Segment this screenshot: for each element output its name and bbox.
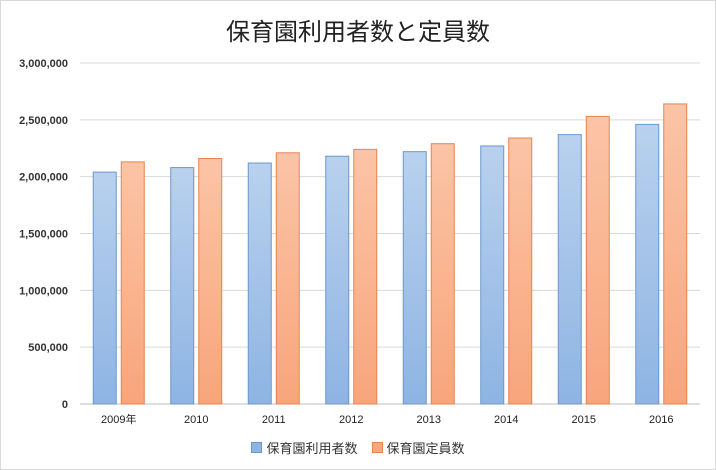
x-tick-label: 2016: [649, 414, 673, 426]
bar-capacity: [585, 115, 610, 405]
y-tick-label: 1,000,000: [19, 285, 68, 297]
x-tick-label: 2011: [262, 414, 286, 426]
y-tick-label: 1,500,000: [19, 229, 68, 241]
bar-users: [92, 171, 117, 405]
chart-title: 保育園利用者数と定員数: [226, 18, 490, 46]
x-tick-label: 2014: [494, 414, 518, 426]
bar-capacity: [353, 148, 378, 405]
legend-item-users: 保育園利用者数: [251, 438, 358, 457]
bar-capacity: [663, 103, 688, 405]
y-tick-label: 2,500,000: [19, 115, 68, 127]
legend-label-users: 保育園利用者数: [266, 442, 358, 457]
bar-capacity: [430, 143, 455, 405]
x-tick-label: 2010: [184, 414, 208, 426]
y-axis-tick-labels: 0 500,000 1,000,000 1,500,000 2,000,000 2,500…: [19, 58, 68, 411]
y-tick-label: 500,000: [28, 342, 68, 354]
x-axis-tick-labels: 2009年 2010 2011 2012 2013 2014 2015 2016: [101, 412, 673, 426]
y-tick-label: 2,000,000: [19, 172, 68, 184]
legend: 保育園利用者数 保育園定員数: [0, 438, 716, 457]
legend-swatch-users: [251, 442, 263, 453]
legend-item-capacity: 保育園定員数: [371, 438, 465, 457]
bar-users: [170, 167, 195, 405]
legend-label-capacity: 保育園定員数: [386, 442, 465, 457]
y-tick-label: 3,000,000: [19, 58, 68, 70]
bar-users: [480, 145, 505, 405]
x-tick-label: 2015: [572, 414, 596, 426]
bars: [92, 103, 688, 405]
legend-swatch-capacity: [371, 442, 383, 453]
bar-users: [402, 151, 427, 405]
bar-users: [325, 155, 350, 405]
x-tick-label: 2013: [417, 414, 441, 426]
bar-users: [247, 162, 272, 405]
y-tick-label: 0: [62, 399, 68, 411]
bar-capacity: [198, 157, 223, 405]
bar-users: [557, 134, 582, 405]
x-tick-label: 2009年: [101, 412, 136, 426]
bar-capacity: [275, 152, 300, 405]
bar-capacity: [508, 137, 533, 405]
bar-capacity: [120, 161, 145, 405]
x-tick-label: 2012: [339, 414, 363, 426]
bar-users: [635, 123, 660, 405]
